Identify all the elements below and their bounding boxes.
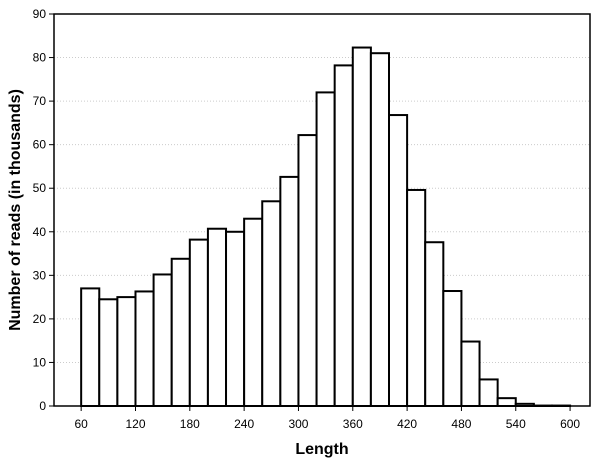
bar (116, 296, 137, 407)
bar (261, 200, 282, 407)
bar (333, 64, 354, 407)
bar (98, 298, 119, 407)
bar (297, 134, 318, 407)
bar (243, 217, 264, 407)
y-tick-label: 80 (33, 51, 47, 65)
bar (496, 397, 517, 408)
bar (80, 287, 101, 407)
bar (279, 175, 300, 407)
bar (134, 290, 155, 407)
y-tick-label: 30 (33, 268, 47, 282)
x-tick-label: 480 (451, 417, 471, 431)
y-tick-label: 50 (33, 181, 47, 195)
x-tick-label: 540 (506, 417, 526, 431)
bar (442, 290, 463, 407)
bar (388, 114, 409, 407)
y-tick-label: 20 (33, 312, 47, 326)
bar (424, 241, 445, 407)
bar (351, 46, 372, 407)
x-tick-label: 420 (397, 417, 417, 431)
x-tick-label: 360 (343, 417, 363, 431)
bar (315, 91, 336, 408)
x-axis-title: Length (295, 441, 348, 458)
bar (206, 227, 228, 407)
y-tick-label: 90 (33, 7, 47, 21)
y-axis-title: Number of reads (in thousands) (7, 89, 24, 331)
y-tick-label: 70 (33, 94, 47, 108)
plot-frame (53, 13, 591, 407)
y-tick-label: 10 (33, 355, 47, 369)
x-tick-label: 180 (180, 417, 200, 431)
bar (188, 238, 209, 407)
x-tick-label: 240 (234, 417, 254, 431)
x-tick-label: 120 (125, 417, 145, 431)
y-tick-label: 0 (39, 399, 46, 413)
y-tick-label: 40 (33, 225, 47, 239)
bar (478, 378, 499, 408)
bar (369, 52, 391, 407)
bar (225, 230, 246, 407)
bar (406, 188, 427, 407)
bar (170, 257, 191, 407)
bar (460, 340, 481, 407)
x-tick-label: 60 (74, 417, 88, 431)
x-tick-label: 300 (288, 417, 308, 431)
y-tick-label: 60 (33, 138, 47, 152)
bar (152, 273, 173, 407)
x-tick-label: 600 (560, 417, 580, 431)
